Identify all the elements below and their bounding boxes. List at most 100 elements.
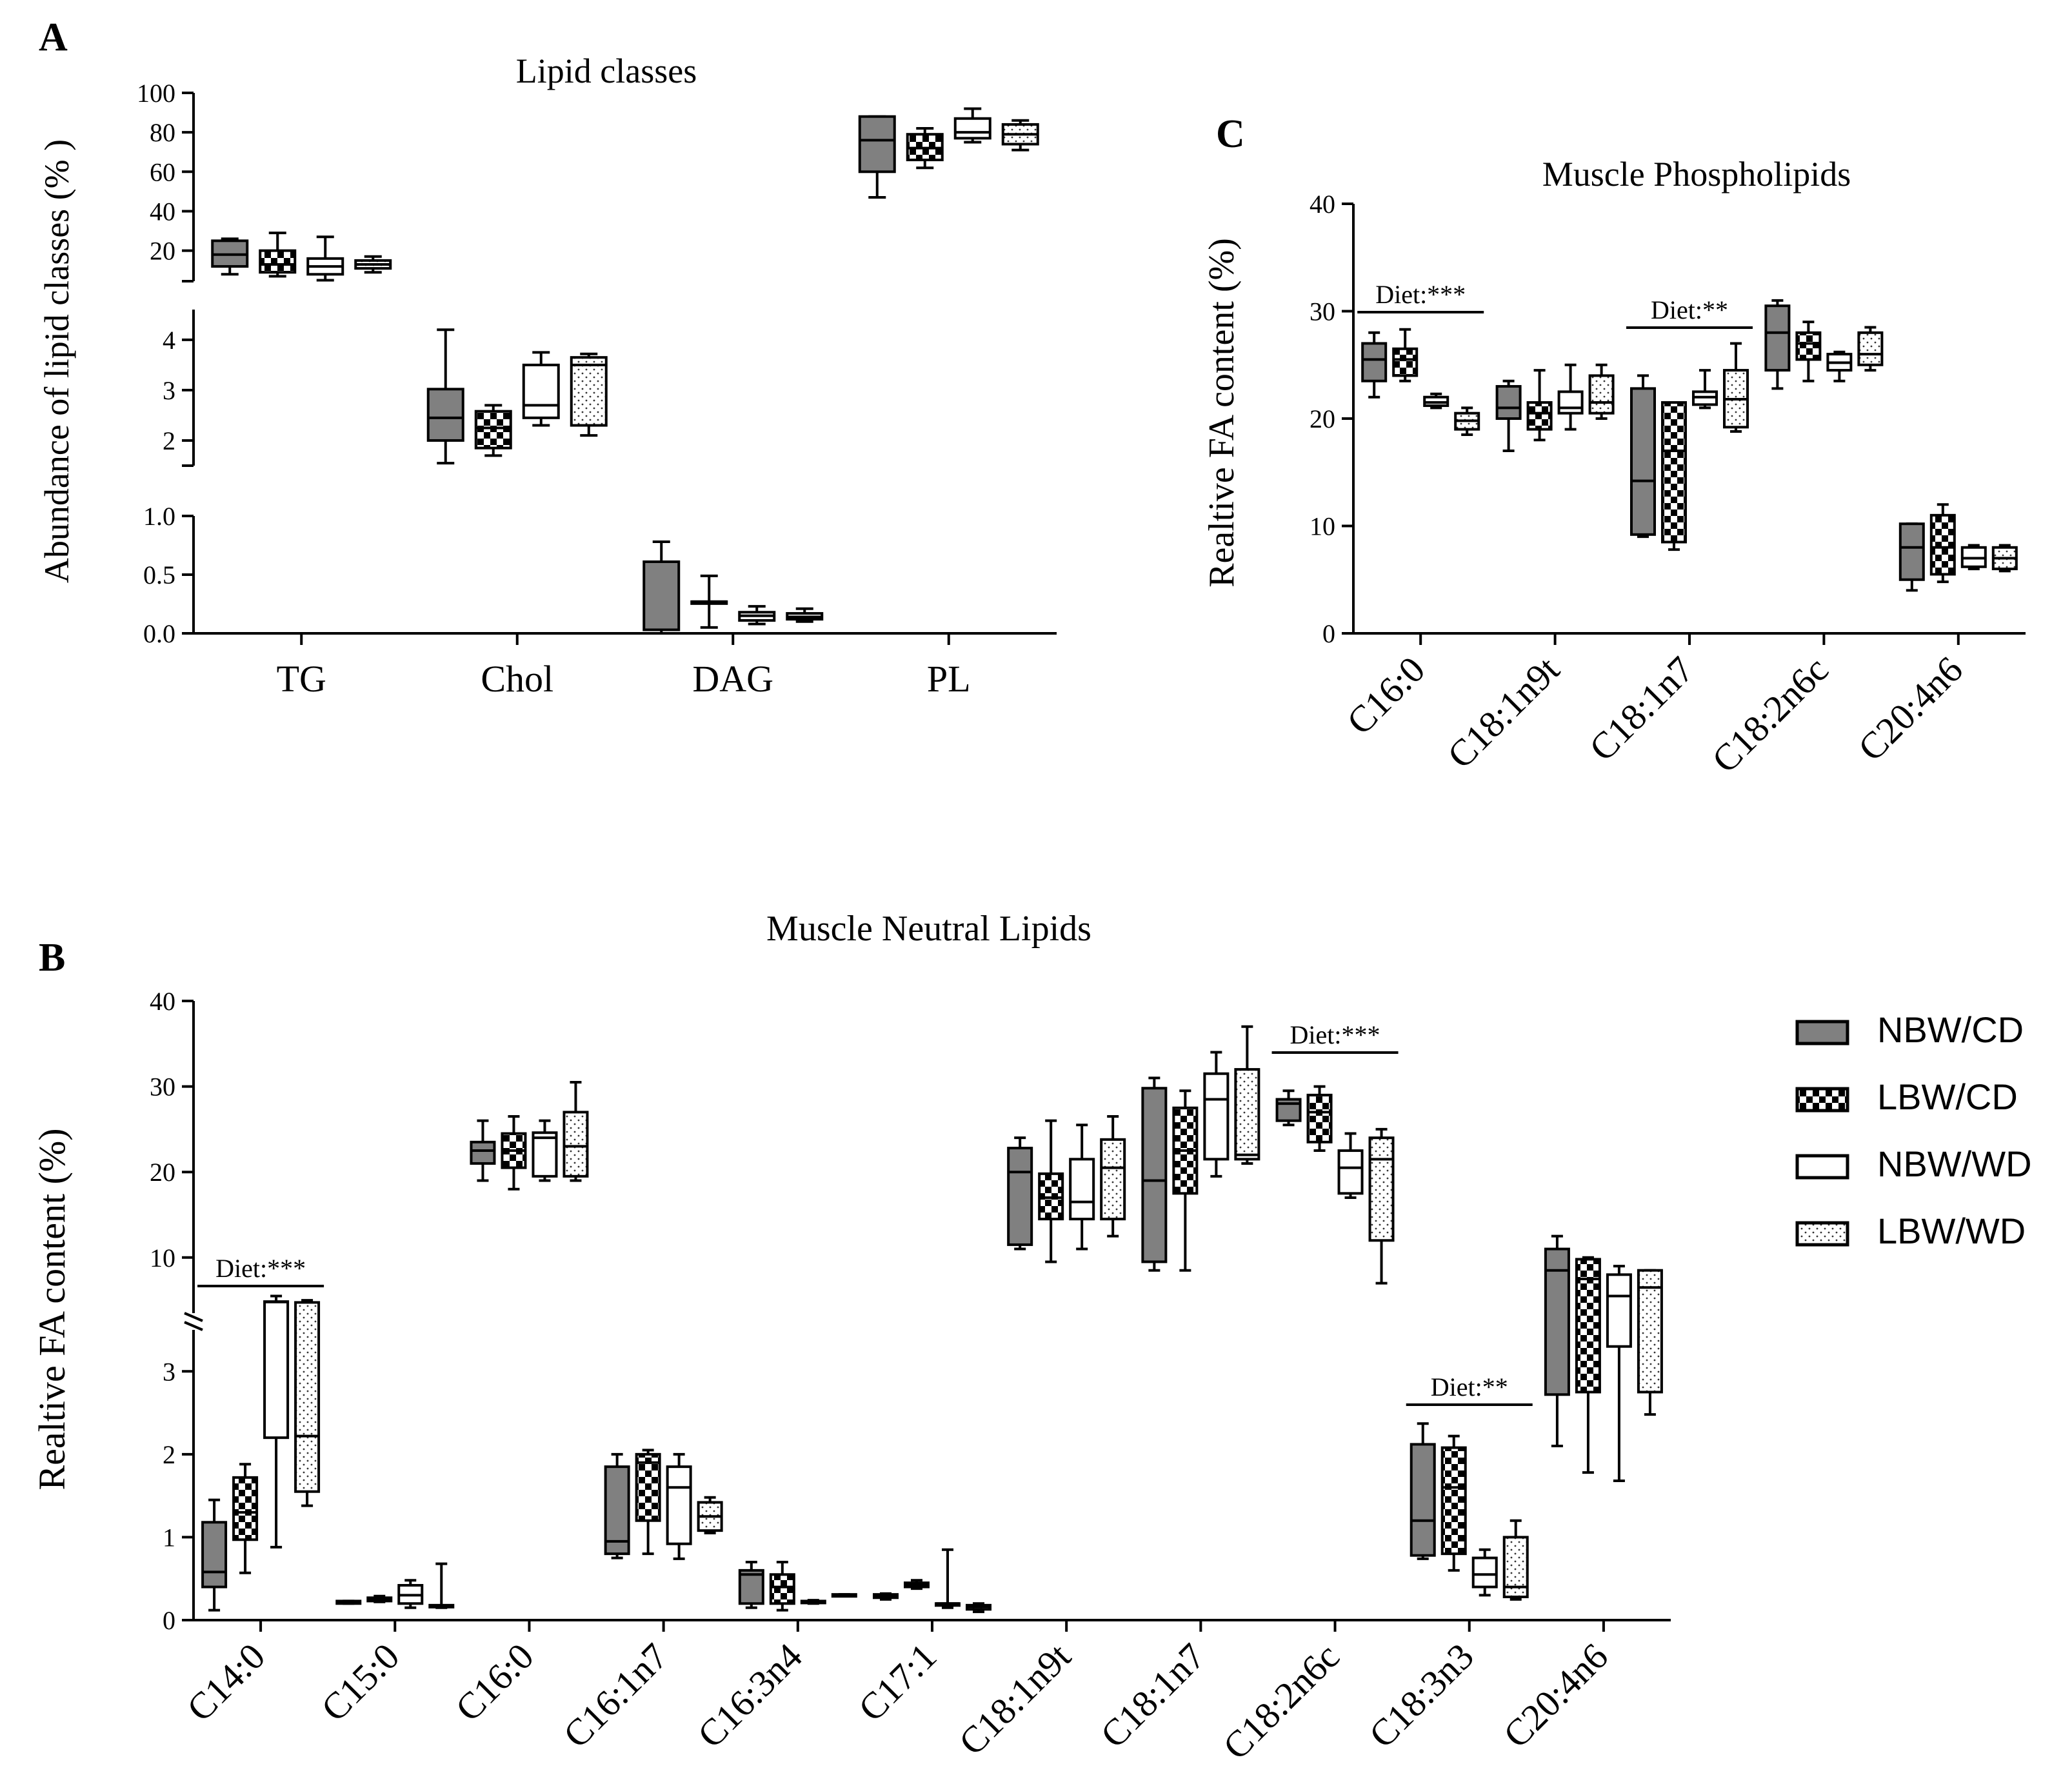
box-nbw-wd-c18-1n7 [1692, 369, 1718, 410]
legend-label: LBW/WD [1877, 1211, 2026, 1251]
y-tick-label: 80 [150, 118, 175, 147]
box-nbw-cd-c16-3n4 [738, 1561, 764, 1609]
y-tick-label: 40 [1310, 190, 1335, 219]
legend-label: LBW/CD [1877, 1076, 2018, 1117]
box-lbw-wd-c20-4n6 [1637, 1269, 1663, 1416]
box-body [1306, 1093, 1333, 1143]
box-lbw-wd-c20-4n6 [1991, 544, 2018, 573]
box-lbw-wd-c18-1n9t [1588, 363, 1615, 420]
y-tick-label: 0 [163, 1606, 175, 1635]
box-body [1661, 401, 1687, 544]
box-lbw-wd-c18-2n6c [1368, 1127, 1395, 1285]
y-axis-label: Abundance of lipid classes (% ) [37, 139, 76, 583]
y-tick-label: 20 [150, 237, 175, 266]
box-lbw-wd-chol [570, 352, 608, 437]
box-nbw-wd-c16-0 [532, 1119, 558, 1182]
box-body [532, 1131, 558, 1178]
x-tick-label-c17-1: C17:1 [850, 1635, 944, 1729]
significance-label: Diet:*** [1375, 280, 1466, 309]
box-nbw-wd-c20-4n6 [1606, 1265, 1632, 1482]
box-body [1929, 513, 1956, 576]
box-lbw-cd-c18-1n9t [1526, 369, 1553, 442]
box-nbw-cd-tg [211, 237, 249, 276]
box-body [474, 410, 512, 450]
x-tick-label-c18-1n9t: C18:1n9t [951, 1635, 1079, 1763]
box-nbw-wd-c16-3n4 [800, 1599, 826, 1605]
box-body [1588, 374, 1615, 415]
chart-title: Muscle Phospholipids [1542, 155, 1851, 193]
box-body [1069, 1158, 1095, 1221]
box-nbw-wd-c16-1n7 [666, 1452, 692, 1560]
x-tick-label-c18-1n7: C18:1n7 [1092, 1635, 1213, 1756]
box-lbw-cd-c17-1 [904, 1579, 930, 1590]
box-body [1203, 1072, 1230, 1161]
box-lbw-wd-c17-1 [966, 1602, 991, 1614]
box-nbw-cd-c18-2n6c [1275, 1089, 1302, 1127]
box-lbw-wd-c18-1n7 [1234, 1025, 1260, 1165]
chart-title: Lipid classes [516, 52, 697, 90]
legend-swatch [1795, 1087, 1849, 1113]
legend-item-nbw-cd: NBW/CD [1795, 1009, 2024, 1050]
box-lbw-cd-c14-0 [232, 1463, 259, 1574]
box-body [1368, 1136, 1395, 1242]
box-lbw-cd-c18-1n9t [1038, 1119, 1064, 1263]
box-nbw-wd-chol [522, 351, 560, 427]
box-body [522, 363, 560, 419]
legend-swatch [1795, 1020, 1849, 1045]
x-tick-label-c18-2n6c: C18:2n6c [1215, 1635, 1347, 1767]
box-nbw-wd-dag [738, 605, 776, 626]
box-nbw-wd-c15-0 [397, 1579, 424, 1609]
box-body [1392, 347, 1419, 377]
box-body [953, 117, 991, 140]
box-lbw-cd-c15-0 [366, 1594, 393, 1603]
y-tick-label: 10 [150, 1243, 175, 1272]
y-axis-label: Realtive FA content (%) [1202, 238, 1242, 588]
legend-swatch [1795, 1154, 1849, 1180]
y-tick-label: 60 [150, 157, 175, 186]
box-lbw-cd-tg [259, 232, 297, 278]
box-body [563, 1111, 589, 1178]
box-body [570, 356, 608, 427]
box-body [1361, 342, 1388, 382]
y-tick-label: 0.0 [143, 619, 175, 648]
box-nbw-cd-c20-4n6 [1544, 1234, 1570, 1447]
legend: NBW/CD LBW/CD NBW/WD LBW/WD [1795, 1009, 2032, 1251]
box-nbw-wd-c18-2n6c [1826, 350, 1853, 382]
box-lbw-wd-c18-1n9t [1100, 1115, 1126, 1238]
box-lbw-cd-dag [690, 574, 728, 629]
box-lbw-cd-c20-4n6 [1575, 1256, 1601, 1474]
x-tick-label-c16-0: C16:0 [447, 1635, 541, 1729]
box-lbw-wd-pl [1001, 119, 1039, 152]
axis-break-mark [184, 1321, 203, 1331]
box-lbw-cd-c18-2n6c [1795, 321, 1822, 382]
x-tick-label-c18-1n9t: C18:1n9t [1439, 648, 1568, 777]
box-nbw-cd-c20-4n6 [1898, 522, 1925, 592]
box-nbw-cd-c18-2n6c [1764, 299, 1791, 390]
x-tick-label-c16-0: C16:0 [1339, 648, 1433, 742]
legend-item-nbw-wd: NBW/WD [1795, 1143, 2032, 1184]
box-lbw-cd-c18-2n6c [1306, 1085, 1333, 1153]
box-body [1007, 1147, 1033, 1246]
box-lbw-wd-tg [354, 255, 392, 274]
box-body [1606, 1273, 1632, 1348]
legend-label: NBW/WD [1877, 1143, 2032, 1184]
y-tick-label: 3 [163, 376, 175, 405]
box-body [738, 1569, 764, 1605]
y-tick-label: 0.5 [143, 560, 175, 589]
box-nbw-wd-c18-1n7 [1203, 1051, 1230, 1178]
box-lbw-wd-c18-1n7 [1723, 342, 1749, 433]
x-tick-label-dag: DAG [692, 658, 773, 700]
box-lbw-wd-dag [786, 607, 824, 623]
box-nbw-cd-c16-1n7 [604, 1452, 630, 1559]
box-nbw-cd-c17-1 [873, 1592, 899, 1601]
box-lbw-wd-c16-0 [1454, 406, 1480, 436]
panel-b-chart: Muscle Neutral Lipids Realtive FA content… [31, 909, 1671, 1768]
y-tick-label: 0 [1322, 619, 1335, 648]
box-nbw-wd-pl [953, 107, 991, 144]
box-lbw-cd-c18-1n7 [1172, 1089, 1199, 1272]
x-tick-label-c20-4n6: C20:4n6 [1495, 1635, 1616, 1756]
panel-c-chart: Muscle Phospholipids Realtive FA content … [1202, 155, 2026, 781]
y-tick-label: 30 [150, 1073, 175, 1102]
box-nbw-cd-c18-1n7 [1141, 1076, 1168, 1272]
box-nbw-cd-chol [426, 328, 464, 465]
